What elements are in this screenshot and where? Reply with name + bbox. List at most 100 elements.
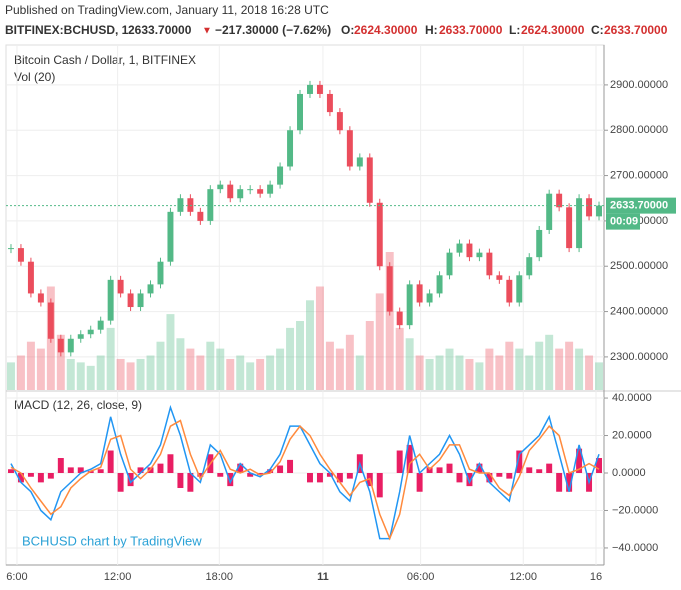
y-tick-label: 2400.00000 (610, 305, 668, 317)
histogram-bar (416, 473, 423, 492)
candle (496, 275, 503, 280)
volume-bar (585, 355, 594, 390)
last: 2633.70000 (128, 23, 192, 37)
volume-bar (106, 327, 115, 390)
candle (217, 184, 224, 190)
candle (227, 184, 234, 199)
candle (336, 112, 343, 131)
candle (167, 211, 174, 262)
candle (187, 198, 194, 212)
candle (536, 229, 543, 258)
volume-bar (435, 355, 444, 390)
volume-bar (206, 341, 215, 390)
histogram-bar (8, 469, 14, 474)
histogram-bar (247, 473, 254, 477)
volume-bar (445, 348, 454, 390)
candle (366, 157, 373, 203)
volume-bar (315, 286, 324, 390)
volume-bar (176, 338, 185, 390)
volume-bar (475, 362, 484, 390)
volume-bar (116, 358, 125, 390)
candle (356, 157, 363, 167)
arrow: ▼ (202, 26, 212, 37)
candle (406, 284, 413, 326)
volume-bar (365, 321, 374, 390)
macd-title: MACD (12, 26, close, 9) (14, 398, 142, 412)
volume-bar (96, 355, 105, 390)
histogram-bar (137, 467, 144, 474)
candle (466, 243, 473, 258)
histogram-bar (117, 473, 124, 492)
candle (117, 279, 124, 294)
l-label: L: (509, 23, 520, 37)
candle (416, 284, 423, 303)
candle (297, 93, 303, 131)
volume-bar (455, 355, 464, 390)
volume-bar (495, 355, 504, 390)
volume-bar (216, 348, 225, 390)
volume-bar (465, 358, 474, 390)
candle (576, 198, 583, 249)
y-tick-label: 20.0000 (612, 429, 652, 441)
histogram-bar (197, 473, 204, 477)
countdown-box (606, 213, 640, 230)
candle (426, 293, 433, 303)
candle (127, 293, 134, 308)
candle (516, 275, 523, 303)
candle (486, 252, 493, 276)
volume-bar (36, 348, 45, 390)
volume-bar (525, 355, 534, 390)
countdown: 00:09 (610, 216, 638, 228)
volume-bar (66, 358, 75, 390)
macd-line (10, 404, 600, 540)
watermark: BCHUSD chart by TradingView (22, 533, 202, 548)
histogram-bar (446, 463, 453, 474)
candle (326, 93, 333, 113)
candle (197, 211, 204, 221)
volume-bar (335, 348, 344, 390)
histogram-bar (506, 473, 513, 479)
volume-bar (186, 348, 195, 390)
candle (277, 166, 284, 185)
candle (386, 266, 393, 312)
x-tick-label: 18:00 (206, 571, 234, 583)
candle (396, 311, 403, 326)
volume-bar (246, 362, 255, 390)
candle (147, 284, 154, 294)
candle (207, 189, 214, 221)
histogram-bar (47, 473, 54, 479)
volume-bar (425, 358, 434, 390)
candle (287, 130, 294, 167)
y-tick-label: −40.0000 (612, 542, 658, 554)
volume-bar (535, 341, 544, 390)
vol-title: Vol (20) (14, 70, 55, 84)
last-price-box (606, 197, 676, 214)
candle (476, 252, 483, 258)
x-tick-label: 11 (317, 571, 329, 583)
published: Published on TradingView.com, January 11… (5, 3, 329, 17)
volume-bar (345, 334, 354, 390)
histogram-bar (456, 473, 463, 483)
low: 2624.30000 (521, 23, 585, 37)
histogram-bar (436, 467, 443, 474)
histogram-bar (526, 467, 533, 474)
volume-bar (405, 338, 414, 390)
y-tick-label: 0.0000 (612, 467, 646, 479)
h-label: H: (425, 23, 438, 37)
histogram-bar (307, 473, 313, 483)
histogram-bar (466, 473, 473, 487)
candle (526, 257, 533, 276)
histogram-bar (596, 458, 602, 474)
candle (57, 338, 64, 353)
x-tick-label: 06:00 (407, 571, 435, 583)
volume-bar (575, 348, 584, 390)
y-tick-label: 2500.00000 (610, 260, 668, 272)
histogram-bar (267, 469, 274, 474)
volume-bar (286, 327, 295, 390)
close: 2633.70000 (604, 23, 668, 37)
x-tick-label: 16 (590, 571, 602, 583)
histogram-bar (167, 454, 174, 474)
candle (8, 248, 14, 250)
candle (596, 205, 602, 217)
histogram-bar (177, 473, 184, 488)
